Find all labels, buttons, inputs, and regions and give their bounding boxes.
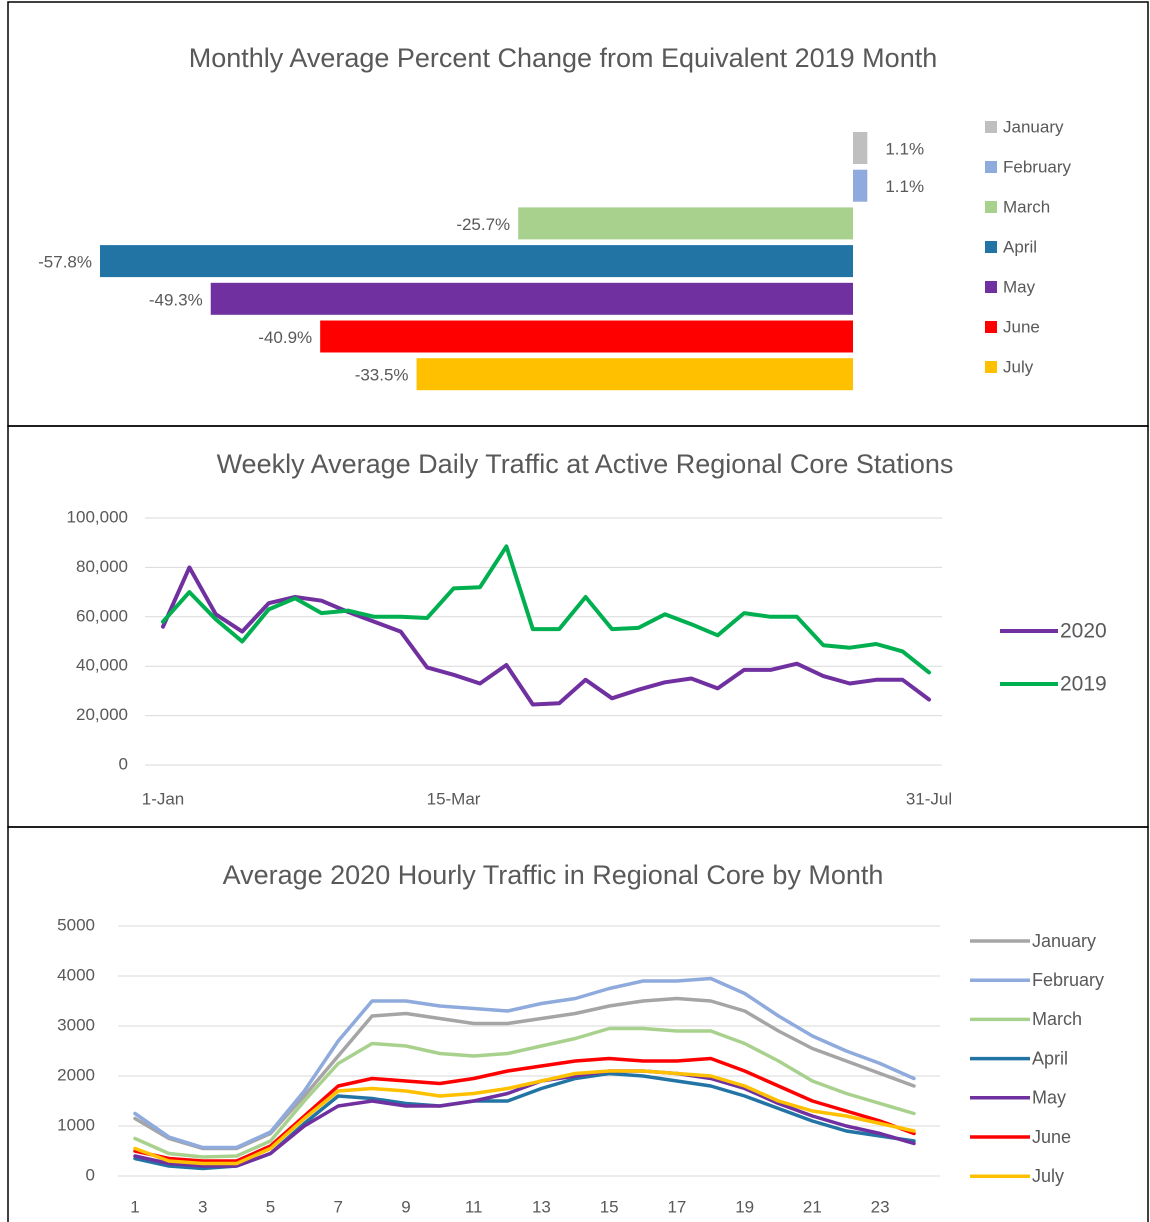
legend-label: 2019 — [1060, 673, 1107, 696]
bar — [320, 320, 853, 353]
chart-title: Average 2020 Hourly Traffic in Regional … — [223, 860, 884, 890]
legend-label: July — [1003, 357, 1034, 376]
legend-swatch — [985, 321, 997, 333]
bar — [416, 358, 853, 391]
y-tick-label: 1000 — [57, 1115, 95, 1134]
bar — [853, 169, 868, 202]
legend-swatch — [985, 281, 997, 293]
legend-swatch — [985, 201, 997, 213]
y-tick-label: 5000 — [57, 915, 95, 934]
legend-label: March — [1003, 197, 1050, 216]
x-tick-label: 3 — [198, 1197, 207, 1216]
chart-title: Weekly Average Daily Traffic at Active R… — [217, 449, 954, 479]
legend-label: February — [1032, 970, 1104, 990]
y-tick-label: 80,000 — [76, 557, 128, 576]
legend-swatch — [985, 121, 997, 133]
y-tick-label: 40,000 — [76, 656, 128, 675]
x-tick-label: 15 — [600, 1197, 619, 1216]
x-tick-label: 15-Mar — [427, 789, 481, 808]
y-tick-label: 4000 — [57, 965, 95, 984]
x-tick-label: 1 — [130, 1197, 139, 1216]
x-tick-label: 11 — [465, 1197, 483, 1216]
series-line — [133, 1069, 916, 1166]
y-tick-label: 60,000 — [76, 606, 128, 625]
value-label: -57.8% — [38, 253, 92, 272]
value-label: -49.3% — [149, 290, 203, 309]
bar — [210, 282, 853, 315]
value-label: -25.7% — [456, 215, 510, 234]
legend-label: April — [1032, 1048, 1068, 1068]
legend-swatch — [985, 241, 997, 253]
value-label: -40.9% — [258, 328, 312, 347]
x-tick-label: 19 — [735, 1197, 754, 1216]
legend-label: June — [1032, 1127, 1071, 1147]
legend-label: June — [1003, 317, 1040, 336]
series-line — [133, 976, 916, 1150]
bar — [518, 207, 853, 240]
x-tick-label: 23 — [871, 1197, 890, 1216]
legend-label: April — [1003, 237, 1037, 256]
legend-label: May — [1032, 1088, 1066, 1108]
x-tick-label: 17 — [667, 1197, 686, 1216]
legend-swatch — [985, 361, 997, 373]
y-tick-label: 3000 — [57, 1015, 95, 1034]
legend-label: February — [1003, 157, 1072, 176]
value-label: 1.1% — [885, 177, 924, 196]
y-tick-label: 2000 — [57, 1065, 95, 1084]
legend-label: 2020 — [1060, 620, 1107, 643]
chart-title: Monthly Average Percent Change from Equi… — [189, 43, 937, 73]
x-tick-label: 31-Jul — [906, 789, 952, 808]
legend-swatch — [985, 161, 997, 173]
legend-label: July — [1032, 1166, 1064, 1186]
x-tick-label: 9 — [401, 1197, 410, 1216]
series-line — [161, 544, 931, 675]
series-line — [133, 1069, 916, 1168]
x-tick-label: 13 — [532, 1197, 551, 1216]
y-tick-label: 0 — [86, 1165, 95, 1184]
x-tick-label: 1-Jan — [142, 789, 185, 808]
legend-label: May — [1003, 277, 1036, 296]
y-tick-label: 20,000 — [76, 705, 128, 724]
series-line — [133, 1056, 916, 1163]
value-label: -33.5% — [355, 366, 409, 385]
legend-label: March — [1032, 1009, 1082, 1029]
legend-label: January — [1003, 117, 1064, 136]
y-tick-label: 100,000 — [67, 507, 128, 526]
bar — [853, 132, 868, 164]
legend-label: January — [1032, 931, 1096, 951]
value-label: 1.1% — [885, 139, 924, 158]
x-tick-label: 21 — [803, 1197, 822, 1216]
series-line — [133, 1026, 916, 1159]
panel-frame — [7, 826, 1149, 1222]
y-tick-label: 0 — [119, 754, 128, 773]
x-tick-label: 7 — [333, 1197, 342, 1216]
x-tick-label: 5 — [266, 1197, 275, 1216]
bar — [100, 245, 853, 278]
